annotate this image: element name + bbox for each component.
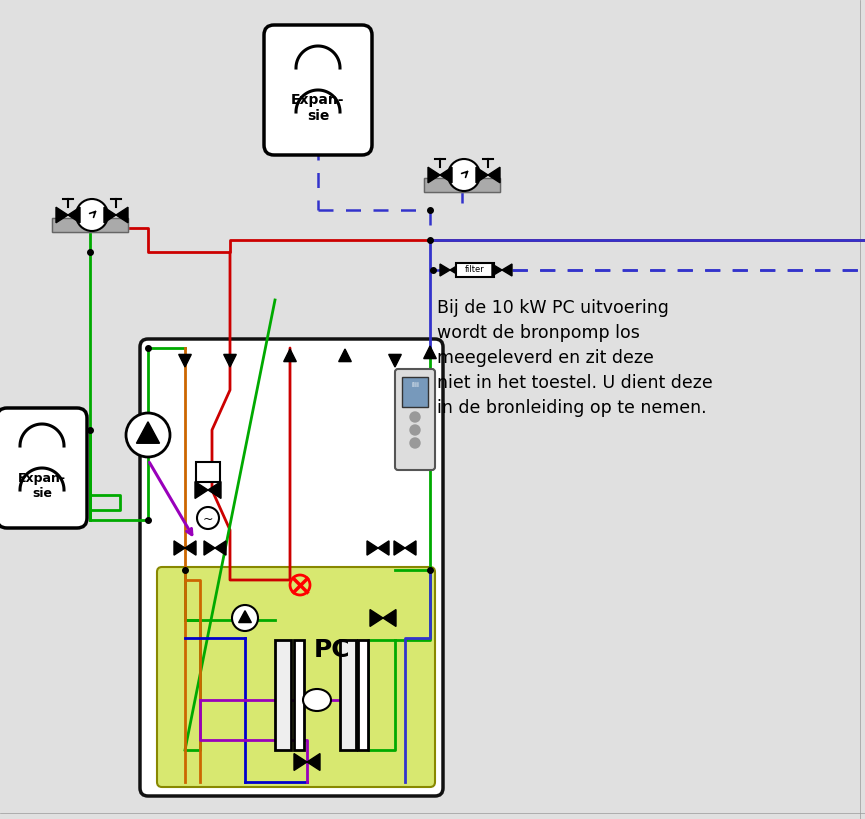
Polygon shape: [502, 264, 512, 276]
Polygon shape: [424, 346, 436, 359]
Text: Expan-
sie: Expan- sie: [18, 472, 66, 500]
Bar: [340, 640, 356, 750]
Bar: [196, 462, 220, 482]
Text: Expan-
sie: Expan- sie: [292, 93, 345, 123]
Polygon shape: [56, 207, 68, 223]
Text: PC: PC: [314, 638, 350, 662]
Circle shape: [76, 199, 108, 231]
Polygon shape: [224, 355, 236, 367]
Bar: [294, 640, 304, 750]
Text: Bij de 10 kW PC uitvoering
wordt de bronpomp los
meegeleverd en zit deze
niet in: Bij de 10 kW PC uitvoering wordt de bron…: [437, 299, 713, 417]
Polygon shape: [179, 355, 191, 367]
Polygon shape: [208, 482, 221, 499]
Polygon shape: [450, 264, 460, 276]
Polygon shape: [116, 207, 128, 223]
Circle shape: [126, 413, 170, 457]
Polygon shape: [378, 541, 389, 555]
FancyBboxPatch shape: [140, 339, 443, 796]
Polygon shape: [405, 541, 416, 555]
Polygon shape: [68, 207, 80, 223]
Circle shape: [197, 507, 219, 529]
Polygon shape: [476, 167, 488, 183]
Polygon shape: [195, 482, 208, 499]
Bar: [402, 377, 428, 407]
Polygon shape: [339, 349, 351, 362]
Text: filter: filter: [465, 265, 485, 274]
Polygon shape: [185, 541, 196, 555]
FancyBboxPatch shape: [0, 408, 87, 528]
Polygon shape: [204, 541, 215, 555]
Polygon shape: [294, 753, 307, 771]
Bar: [424, 178, 500, 192]
Bar: [52, 218, 128, 232]
Polygon shape: [383, 609, 396, 627]
FancyBboxPatch shape: [395, 369, 435, 470]
FancyBboxPatch shape: [264, 25, 372, 155]
Polygon shape: [104, 207, 116, 223]
Text: ~: ~: [202, 513, 214, 526]
Polygon shape: [388, 355, 401, 367]
Bar: [275, 640, 291, 750]
Circle shape: [448, 159, 480, 191]
Circle shape: [410, 425, 420, 435]
Circle shape: [232, 605, 258, 631]
Polygon shape: [488, 167, 500, 183]
Polygon shape: [239, 611, 252, 622]
Bar: [424, 178, 500, 192]
Polygon shape: [284, 349, 297, 362]
Circle shape: [410, 412, 420, 422]
FancyBboxPatch shape: [157, 567, 435, 787]
Ellipse shape: [303, 689, 331, 711]
Polygon shape: [137, 422, 159, 443]
Polygon shape: [440, 264, 450, 276]
Polygon shape: [215, 541, 226, 555]
Polygon shape: [428, 167, 440, 183]
Text: iiii: iiii: [411, 382, 419, 388]
Bar: [456, 263, 494, 277]
Polygon shape: [370, 609, 383, 627]
Polygon shape: [440, 167, 452, 183]
Polygon shape: [492, 264, 502, 276]
Circle shape: [410, 438, 420, 448]
Bar: [358, 640, 368, 750]
Bar: [52, 218, 128, 232]
Polygon shape: [394, 541, 405, 555]
Polygon shape: [174, 541, 185, 555]
Polygon shape: [367, 541, 378, 555]
Polygon shape: [307, 753, 320, 771]
